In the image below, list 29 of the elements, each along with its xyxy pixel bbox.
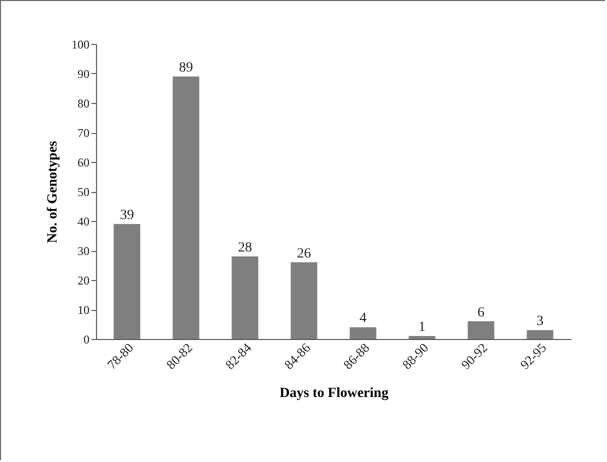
y-tick-label: 70 — [78, 126, 90, 140]
bar — [232, 256, 258, 339]
data-label: 28 — [238, 240, 252, 256]
y-tick-label: 80 — [78, 96, 90, 110]
y-tick-label: 0 — [84, 332, 90, 346]
y-tick-label: 60 — [78, 156, 90, 170]
data-label: 1 — [418, 320, 426, 336]
y-axis-title: No. of Genotypes — [46, 140, 60, 244]
bar — [408, 336, 436, 339]
y-tick-label: 10 — [78, 303, 90, 317]
data-label: 39 — [120, 208, 134, 223]
data-label: 26 — [296, 246, 311, 262]
data-label: 89 — [178, 60, 193, 76]
y-tick-label: 90 — [78, 67, 90, 81]
bar — [290, 262, 318, 339]
y-tick-label: 100 — [72, 38, 90, 52]
bar — [172, 76, 200, 339]
y-tick-label: 40 — [78, 214, 90, 228]
bar — [526, 330, 554, 339]
bar — [468, 321, 494, 339]
y-tick-label: 30 — [78, 244, 90, 258]
x-axis-title: Days to Flowering — [280, 386, 388, 402]
bar — [350, 327, 376, 339]
y-tick-label: 50 — [78, 185, 90, 199]
bar — [114, 224, 140, 339]
data-label: 4 — [360, 311, 367, 326]
data-label: 3 — [536, 314, 544, 330]
data-label: 6 — [478, 305, 485, 320]
y-tick-label: 20 — [78, 274, 90, 288]
